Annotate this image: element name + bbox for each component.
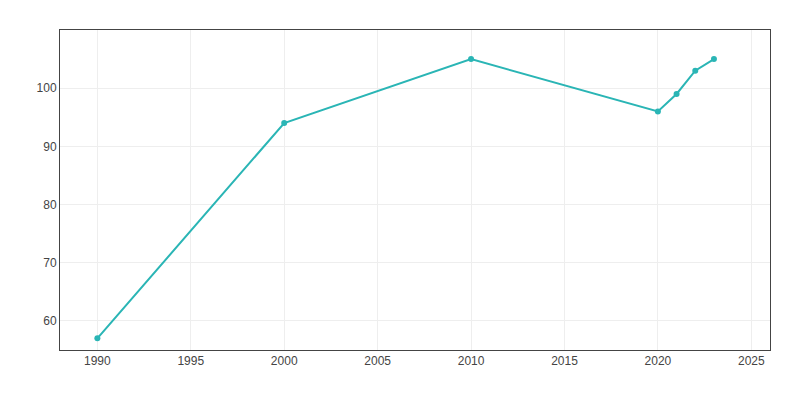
svg-text:100: 100 (37, 81, 57, 95)
svg-text:2025: 2025 (738, 354, 765, 368)
svg-text:2005: 2005 (364, 354, 391, 368)
svg-text:80: 80 (43, 198, 57, 212)
svg-text:2000: 2000 (271, 354, 298, 368)
svg-text:2015: 2015 (551, 354, 578, 368)
svg-text:1995: 1995 (177, 354, 204, 368)
svg-text:1990: 1990 (84, 354, 111, 368)
svg-text:90: 90 (43, 140, 57, 154)
svg-text:70: 70 (43, 256, 57, 270)
svg-text:60: 60 (43, 314, 57, 328)
svg-text:2010: 2010 (458, 354, 485, 368)
svg-text:2020: 2020 (645, 354, 672, 368)
